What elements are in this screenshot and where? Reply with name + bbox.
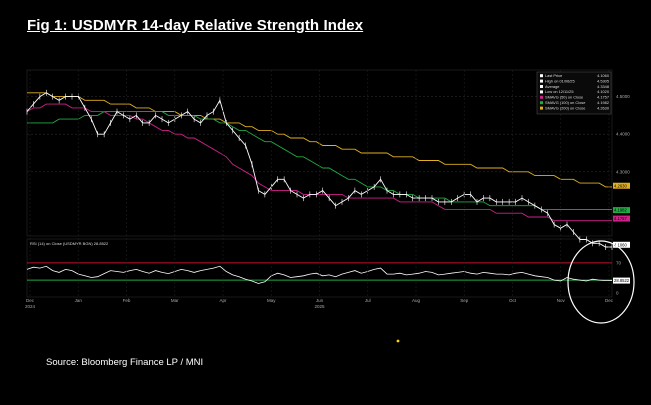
legend-swatch [540,79,543,83]
rsi-last-value-label: 28.8522 [614,278,630,283]
price-tick-label: 4.5000 [616,94,630,99]
legend-value: 4.1757 [597,95,609,100]
month-tick-label: Oct [509,298,517,303]
month-tick-label: Dec [605,298,614,303]
legend-swatch [540,74,543,78]
legend-label: Low on 12/11/25 [545,89,573,94]
legend-value: 4.1982 [597,100,609,105]
legend-box [536,71,612,115]
month-tick-label: Nov [557,298,566,303]
rsi-last-value-tag [613,277,630,284]
month-tick-label: Jan [75,298,83,303]
last-value-tag-label: 4.1757 [614,216,627,221]
legend-label: Average [545,84,559,89]
month-tick-label: Sep [460,298,469,303]
price-panel-bg [26,69,613,237]
last-value-tag-label: 4.1982 [614,208,627,213]
last-value-tag-label: 4.1060 [614,242,627,247]
legend: Last Price 4.1060 High on 01/06/25 4.5305 Av… [536,71,612,115]
last-value-tag-label: 4.2630 [614,183,627,188]
year-tick-label: 2024 [25,304,36,309]
price-tick-label: 4.4000 [616,132,630,137]
rsi-tick-label: 70 [616,260,622,265]
highlight-circle [567,240,635,324]
legend-label: SMAVG (200) on Close [545,105,585,110]
legend-label: High on 01/06/25 [545,78,575,83]
last-value-tag [613,215,630,222]
rsi-title: RSI (14) on Close (USDMYR BGN) 28.8522 [30,241,109,246]
source-note: Source: Bloomberg Finance LP / MNI [46,357,204,368]
legend-swatch [540,106,543,110]
month-tick-label: Jul [365,298,371,303]
legend-swatch [540,101,543,105]
legend-value: 4.3348 [597,84,609,89]
series-line-usdmyr [26,92,612,248]
legend-swatch [540,90,543,94]
rsi-tick-label: 0 [616,291,619,296]
legend-value: 4.5305 [597,78,609,83]
legend-swatch [540,85,543,88]
legend-label: SMAVG (100) on Close [545,100,585,105]
month-tick-label: Apr [219,298,227,303]
legend-value: 4.2630 [597,105,610,110]
month-tick-label: Mar [171,298,179,303]
last-value-tag [613,182,630,189]
legend-entries: Last Price 4.1060 High on 01/06/25 4.5305 Av… [540,73,610,110]
month-tick-label: Dec [26,298,35,303]
legend-label: SMAVG (50) on Close [545,95,583,100]
legend-label: Last Price [545,73,562,78]
month-tick-label: Jun [316,298,324,303]
month-tick-label: Aug [412,298,421,303]
last-value-tag [613,207,630,214]
last-value-tag [613,241,630,248]
legend-swatch [540,95,543,99]
price-tick-label: 4.3000 [616,169,630,174]
month-tick-label: Feb [123,298,131,303]
legend-value: 4.1020 [597,89,610,94]
year-tick-label: 2025 [314,304,325,309]
month-tick-label: May [267,298,276,303]
figure-title: Fig 1: USDMYR 14-day Relative Strength I… [27,17,364,34]
yellow-dot-marker [396,339,400,343]
legend-value: 4.1060 [597,73,610,78]
